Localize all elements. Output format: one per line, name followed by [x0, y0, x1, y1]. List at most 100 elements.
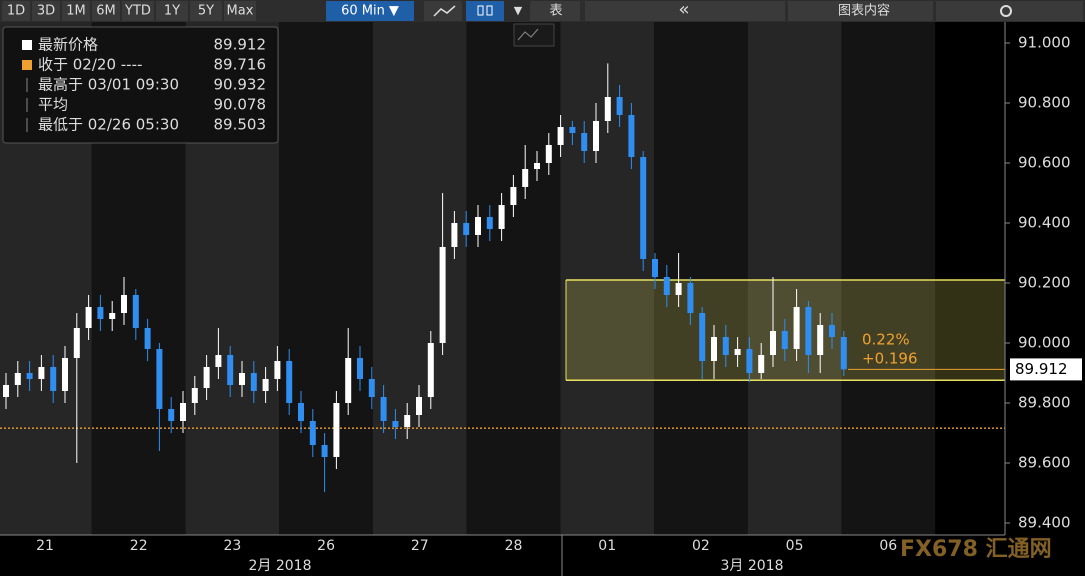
range-button[interactable]	[122, 1, 154, 21]
legend-label: 最高于 03/01 09:30	[38, 76, 179, 94]
candle-body	[26, 373, 33, 379]
candle-body	[321, 445, 328, 457]
candle-icon	[486, 5, 493, 16]
dropdown-arrow[interactable]: ▼	[514, 4, 523, 17]
range-button[interactable]	[190, 1, 222, 21]
candle-body	[557, 127, 564, 145]
interval-label[interactable]: 60 Min ▼	[341, 4, 399, 19]
range-label[interactable]: 5Y	[198, 4, 214, 19]
day-band	[466, 22, 561, 535]
range-button[interactable]	[62, 1, 90, 21]
candle-body	[699, 313, 706, 361]
candle-body	[156, 349, 163, 409]
settings-icon	[1000, 5, 1012, 17]
x-tick-label: 26	[317, 538, 335, 554]
settings-button[interactable]	[936, 1, 1083, 21]
range-button[interactable]	[156, 1, 188, 21]
last-price-box	[1010, 358, 1082, 381]
candle-body	[829, 325, 835, 337]
candle-body	[817, 325, 824, 355]
change-pct: 0.22%	[862, 331, 910, 349]
candle-body	[227, 355, 234, 385]
range-button[interactable]	[92, 1, 120, 21]
candle-body	[298, 403, 304, 421]
candle-icon	[477, 5, 484, 16]
candle-body	[262, 379, 269, 391]
candle-body	[522, 169, 529, 187]
y-tick-label: 91.000	[1018, 34, 1071, 52]
candle-body	[628, 115, 635, 157]
candle-body	[545, 145, 552, 163]
y-tick-label: 89.600	[1018, 454, 1071, 472]
candle-body	[3, 385, 9, 397]
collapse-label[interactable]: «	[678, 0, 689, 20]
legend-marker	[22, 60, 32, 70]
y-tick-label: 90.600	[1018, 154, 1071, 172]
candle-body	[770, 331, 776, 355]
candle-body	[191, 388, 198, 403]
table-button[interactable]	[530, 1, 580, 21]
candle-body	[486, 217, 493, 229]
candle-body	[239, 373, 245, 385]
table-label[interactable]: 表	[549, 4, 562, 19]
collapse-button[interactable]	[585, 1, 785, 21]
line-icon	[433, 5, 456, 17]
range-label[interactable]: Max	[227, 4, 254, 19]
candle-body	[121, 295, 127, 313]
candle-body	[333, 403, 340, 457]
month-label: 2月 2018	[249, 558, 312, 574]
candle-icon-button[interactable]	[466, 1, 504, 21]
legend-label: 平均	[38, 96, 68, 114]
range-label[interactable]: 3D	[37, 4, 55, 19]
candle-body	[380, 397, 387, 421]
day-band	[372, 22, 467, 535]
range-label[interactable]: 1Y	[164, 4, 180, 19]
range-button[interactable]	[224, 1, 256, 21]
candle-body	[640, 157, 647, 259]
legend-value: 90.932	[214, 76, 267, 94]
range-label[interactable]: 1D	[7, 4, 25, 19]
candle-body	[368, 379, 375, 397]
candle-body	[593, 121, 599, 151]
candle-body	[85, 307, 92, 328]
legend-box	[2, 26, 279, 144]
candle-body	[132, 295, 139, 328]
candle-body	[510, 187, 517, 205]
day-band	[841, 22, 936, 535]
x-tick-label: 06	[879, 538, 897, 554]
candle-body	[439, 247, 446, 343]
x-tick-label: 01	[598, 538, 616, 554]
legend-label: 最低于 02/26 05:30	[38, 116, 179, 134]
candle-body	[840, 337, 847, 370]
chart-type-box[interactable]	[513, 23, 555, 47]
candle-body	[392, 421, 399, 427]
candle-body	[746, 349, 753, 373]
candle-body	[604, 97, 611, 121]
range-label[interactable]: YTD	[124, 4, 151, 19]
candle-body	[357, 358, 363, 379]
candle-body	[416, 397, 422, 415]
candle-body	[722, 337, 729, 355]
range-button[interactable]	[2, 1, 30, 21]
interval-button[interactable]	[326, 1, 414, 21]
change: +0.196	[862, 350, 918, 368]
candle-body	[274, 361, 281, 379]
range-label[interactable]: 1M	[66, 4, 86, 19]
candle-body	[569, 127, 576, 133]
candle-body	[475, 217, 481, 235]
candle-body	[711, 337, 717, 361]
contents-button[interactable]	[788, 1, 933, 21]
y-tick-label: 90.800	[1018, 94, 1071, 112]
y-tick-label: 90.200	[1018, 274, 1071, 292]
contents-label[interactable]: 图表内容	[838, 3, 890, 19]
range-label[interactable]: 6M	[96, 4, 116, 19]
last-price-label: 89.912	[1015, 360, 1068, 378]
candle-body	[451, 223, 458, 247]
candle-body	[203, 367, 210, 388]
y-tick-label: 89.800	[1018, 394, 1071, 412]
candle-body	[427, 343, 434, 397]
range-button[interactable]	[32, 1, 60, 21]
x-tick-label: 02	[692, 538, 710, 554]
day-band	[747, 22, 842, 535]
legend-marker	[22, 40, 32, 50]
